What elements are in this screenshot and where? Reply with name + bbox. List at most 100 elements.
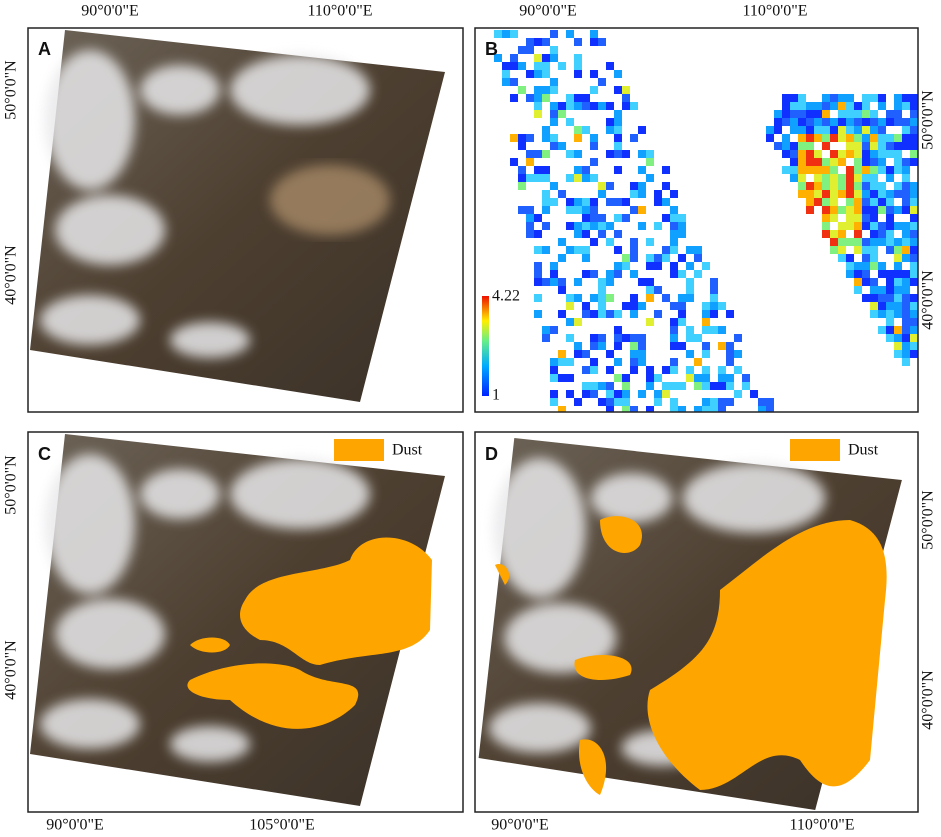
pixel	[542, 326, 550, 334]
pixel	[854, 270, 862, 278]
pixel	[870, 262, 878, 270]
pixel	[878, 270, 886, 278]
pixel	[590, 206, 598, 214]
pixel	[910, 118, 918, 126]
pixel	[774, 142, 782, 150]
pixel	[670, 342, 678, 350]
pixel	[886, 286, 894, 294]
pixel	[582, 206, 590, 214]
pixel	[854, 214, 862, 222]
pixel	[526, 206, 534, 214]
lat-label: 50°0'0"N	[920, 90, 937, 150]
pixel	[534, 230, 542, 238]
pixel	[566, 102, 574, 110]
pixel	[902, 358, 910, 366]
pixel	[854, 158, 862, 166]
pixel	[838, 254, 846, 262]
pixel	[702, 406, 710, 412]
pixel	[854, 278, 862, 286]
pixel	[846, 118, 854, 126]
pixel	[814, 102, 822, 110]
pixel	[910, 126, 918, 134]
pixel	[822, 110, 830, 118]
pixel	[902, 230, 910, 238]
pixel	[542, 222, 550, 230]
pixel	[622, 94, 630, 102]
pixel	[894, 206, 902, 214]
lon-label: 90°0'0"E	[46, 817, 104, 834]
pixel	[606, 398, 614, 406]
pixel	[686, 334, 694, 342]
pixel	[606, 62, 614, 70]
pixel	[574, 318, 582, 326]
pixel	[886, 206, 894, 214]
pixel	[502, 30, 510, 38]
pixel	[574, 278, 582, 286]
pixel	[558, 142, 566, 150]
pixel	[830, 102, 838, 110]
pixel	[910, 278, 918, 286]
pixel	[846, 126, 854, 134]
pixel	[598, 334, 606, 342]
pixel	[534, 262, 542, 270]
pixel	[894, 182, 902, 190]
pixel	[654, 254, 662, 262]
pixel	[806, 134, 814, 142]
pixel	[910, 294, 918, 302]
pixel	[670, 262, 678, 270]
colorbar-max: 4.22	[492, 288, 520, 305]
pixel	[838, 118, 846, 126]
pixel	[510, 78, 518, 86]
pixel	[862, 110, 870, 118]
pixel	[694, 254, 702, 262]
pixel	[782, 142, 790, 150]
legend-swatch	[334, 439, 384, 461]
pixel	[710, 406, 718, 412]
colorbar-min: 1	[492, 387, 500, 404]
pixel	[670, 246, 678, 254]
pixel	[614, 310, 622, 318]
pixel	[798, 126, 806, 134]
pixel	[806, 110, 814, 118]
pixel	[614, 150, 622, 158]
pixel	[550, 30, 558, 38]
pixel	[574, 102, 582, 110]
pixel	[662, 214, 670, 222]
pixel	[878, 118, 886, 126]
pixel	[606, 294, 614, 302]
pixel	[654, 398, 662, 406]
pixel	[814, 134, 822, 142]
pixel	[878, 294, 886, 302]
pixel	[742, 382, 750, 390]
pixel	[582, 214, 590, 222]
pixel	[846, 134, 854, 142]
pixel	[510, 30, 518, 38]
pixel	[606, 366, 614, 374]
pixel	[854, 174, 862, 182]
pixel	[670, 270, 678, 278]
pixel	[862, 238, 870, 246]
pixel	[654, 390, 662, 398]
lat-label: 40°0'0"N	[920, 270, 937, 330]
pixel	[910, 334, 918, 342]
pixel	[542, 54, 550, 62]
pixel	[614, 374, 622, 382]
pixel	[670, 334, 678, 342]
pixel	[726, 382, 734, 390]
pixel	[574, 398, 582, 406]
pixel	[886, 270, 894, 278]
pixel	[574, 62, 582, 70]
pixel	[542, 278, 550, 286]
pixel	[782, 102, 790, 110]
pixel	[630, 246, 638, 254]
pixel	[870, 174, 878, 182]
pixel	[678, 406, 686, 412]
pixel	[838, 182, 846, 190]
pixel	[606, 350, 614, 358]
pixel	[886, 310, 894, 318]
pixel	[870, 310, 878, 318]
pixel	[654, 190, 662, 198]
pixel	[566, 302, 574, 310]
pixel	[894, 342, 902, 350]
pixel	[614, 358, 622, 366]
